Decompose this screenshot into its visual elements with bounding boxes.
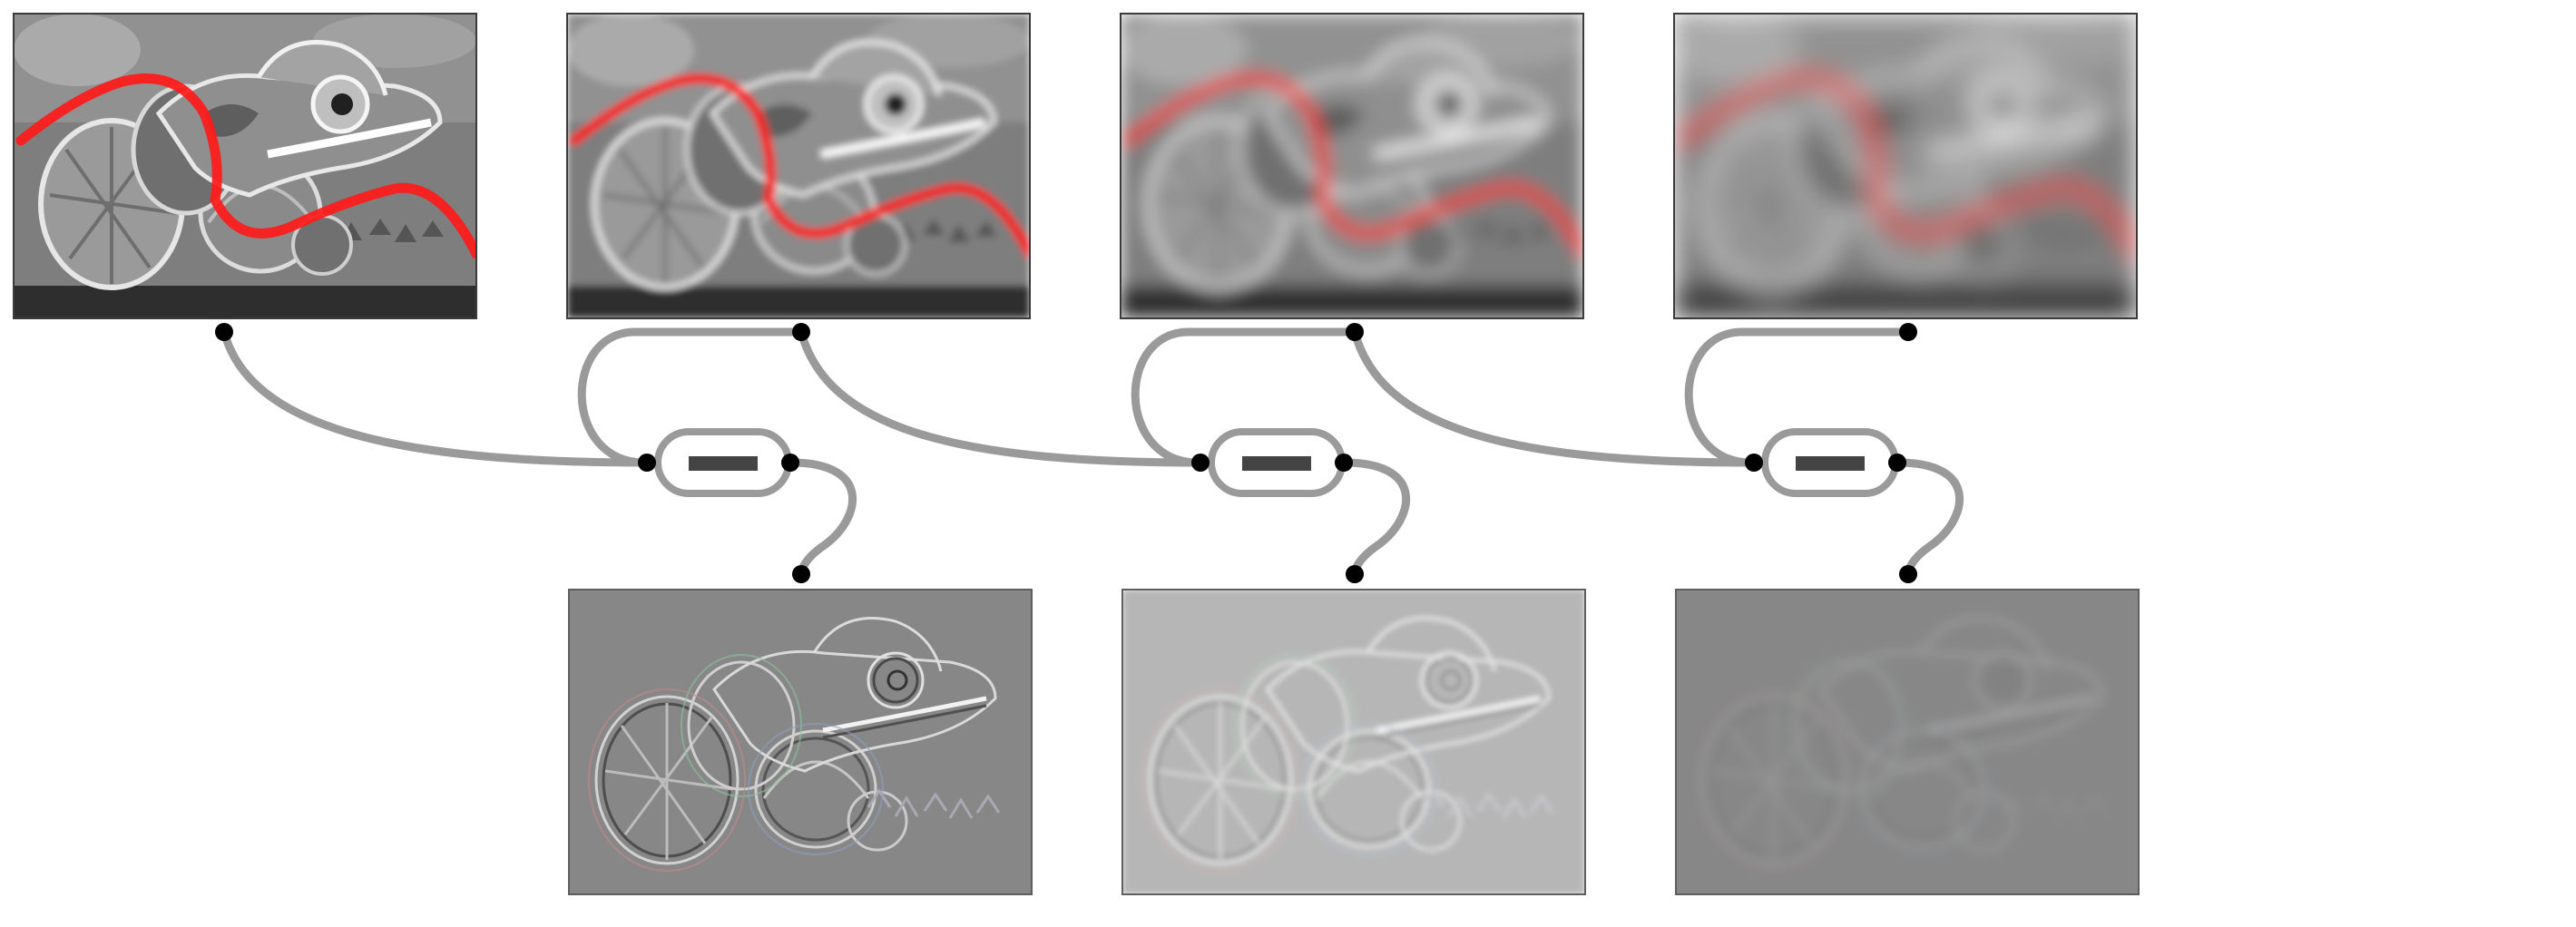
blurred-level — [566, 13, 1031, 319]
port-dot — [792, 323, 810, 341]
port-dot — [215, 323, 233, 341]
difference-level — [1675, 589, 2140, 895]
subtract-operator — [1208, 428, 1346, 497]
port-dot — [1191, 454, 1210, 472]
port-dot — [1899, 565, 1917, 583]
port-dot — [1346, 565, 1364, 583]
minus-icon — [1796, 456, 1865, 471]
port-dot — [1335, 454, 1353, 472]
minus-icon — [689, 456, 758, 471]
port-dot — [1888, 454, 1906, 472]
blurred-level — [13, 13, 477, 319]
difference-level — [568, 589, 1033, 895]
subtract-operator — [1761, 428, 1899, 497]
port-dot — [792, 565, 810, 583]
port-dot — [1346, 323, 1364, 341]
blurred-level — [1673, 13, 2138, 319]
port-dot — [1745, 454, 1763, 472]
subtract-operator — [654, 428, 792, 497]
connector-op1-to-d0 — [787, 458, 857, 579]
connector-op3-to-d2 — [1894, 458, 1964, 579]
blurred-level — [1120, 13, 1584, 319]
port-dot — [1899, 323, 1917, 341]
connector-b2-to-op3 — [1350, 327, 1756, 467]
port-dot — [781, 454, 799, 472]
connector-b1-to-op2 — [797, 327, 1202, 467]
minus-icon — [1242, 456, 1311, 471]
connector-b1-to-op1 — [577, 327, 806, 467]
difference-level — [1121, 589, 1586, 895]
port-dot — [638, 454, 656, 472]
connector-op2-to-d1 — [1340, 458, 1410, 579]
connector-b3-to-op3 — [1684, 327, 1913, 467]
connector-b0-to-op1 — [220, 327, 649, 467]
connection-dots — [215, 323, 1917, 583]
connectors — [220, 327, 1964, 579]
connector-b2-to-op2 — [1131, 327, 1359, 467]
